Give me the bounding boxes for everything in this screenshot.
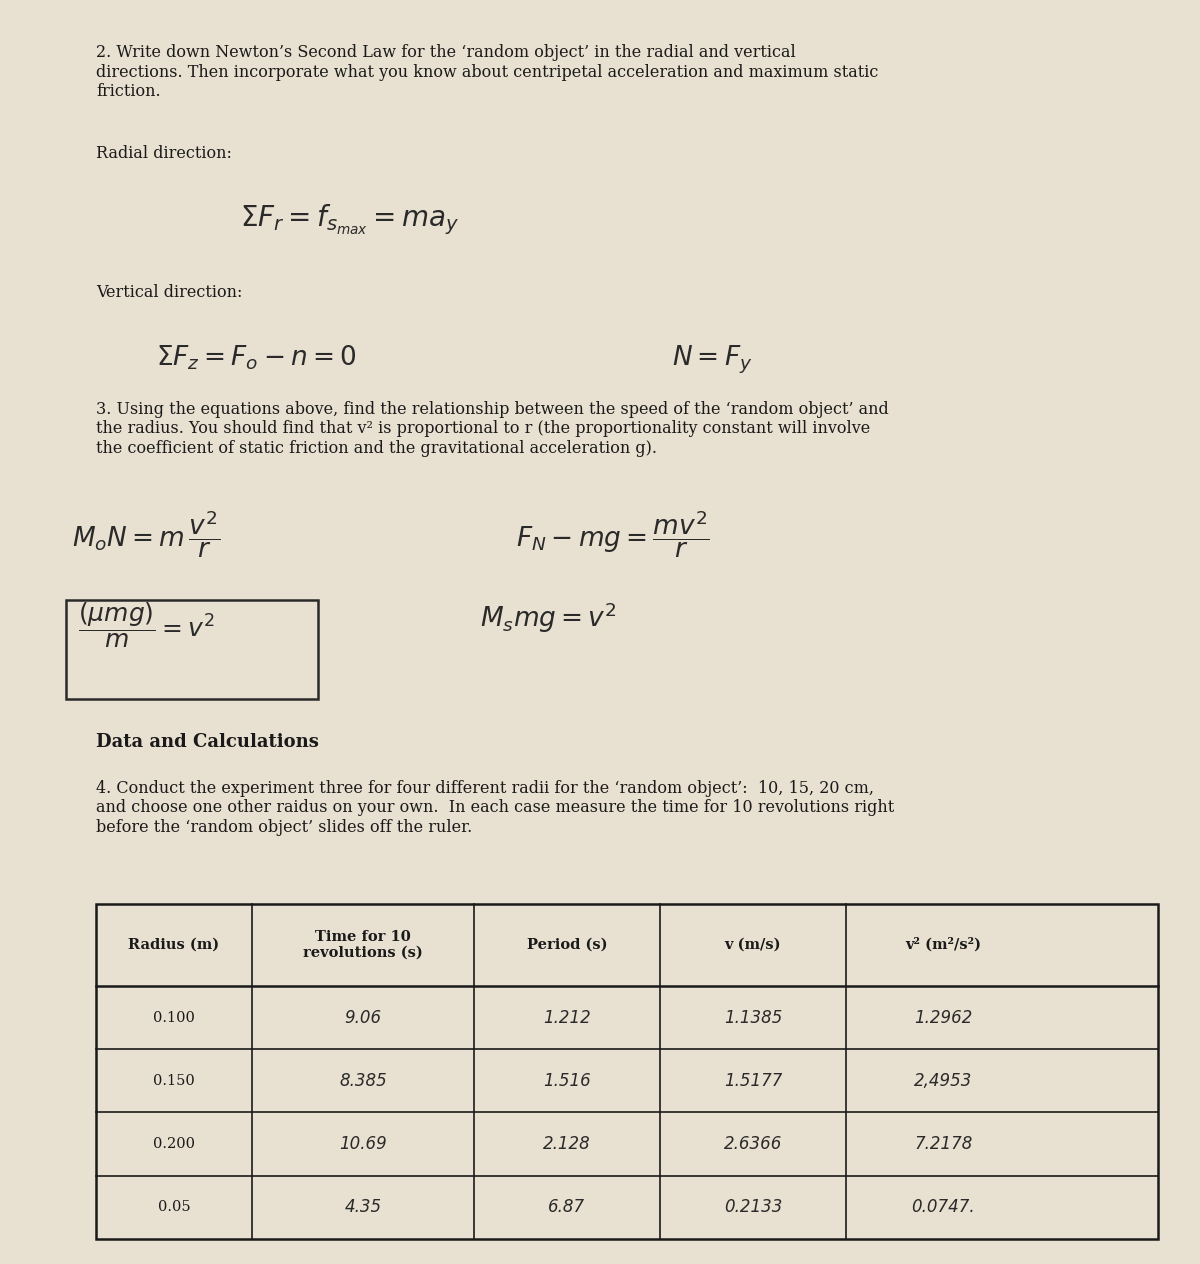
Text: 1.1385: 1.1385 xyxy=(724,1009,782,1026)
Text: $\dfrac{(\mu m g)}{m} = v^2$: $\dfrac{(\mu m g)}{m} = v^2$ xyxy=(78,600,215,650)
Text: Radius (m): Radius (m) xyxy=(128,938,220,952)
Text: Data and Calculations: Data and Calculations xyxy=(96,733,319,751)
Text: 2.128: 2.128 xyxy=(544,1135,590,1153)
Text: Period (s): Period (s) xyxy=(527,938,607,952)
Text: 0.200: 0.200 xyxy=(154,1136,196,1152)
Text: 1.5177: 1.5177 xyxy=(724,1072,782,1090)
Text: 8.385: 8.385 xyxy=(340,1072,386,1090)
Text: Vertical direction:: Vertical direction: xyxy=(96,284,242,301)
Text: 2,4953: 2,4953 xyxy=(914,1072,972,1090)
Text: 4.35: 4.35 xyxy=(344,1198,382,1216)
Text: $F_N - mg = \dfrac{mv^2}{r}$: $F_N - mg = \dfrac{mv^2}{r}$ xyxy=(516,508,710,560)
Text: v² (m²/s²): v² (m²/s²) xyxy=(905,938,982,952)
Text: Radial direction:: Radial direction: xyxy=(96,145,232,162)
Text: 2.6366: 2.6366 xyxy=(724,1135,782,1153)
Text: $\Sigma F_r = f_{s_{max}} = m a_y$: $\Sigma F_r = f_{s_{max}} = m a_y$ xyxy=(240,202,460,236)
Text: 0.0747.: 0.0747. xyxy=(911,1198,976,1216)
Text: 0.100: 0.100 xyxy=(154,1010,194,1025)
Text: 0.2133: 0.2133 xyxy=(724,1198,782,1216)
Text: 7.2178: 7.2178 xyxy=(914,1135,972,1153)
Text: 0.05: 0.05 xyxy=(157,1200,191,1215)
Text: $M_s mg = v^2$: $M_s mg = v^2$ xyxy=(480,600,617,635)
Text: $M_o N = m\,\dfrac{v^2}{r}$: $M_o N = m\,\dfrac{v^2}{r}$ xyxy=(72,508,221,560)
Text: 1.212: 1.212 xyxy=(544,1009,590,1026)
Text: Time for 10
revolutions (s): Time for 10 revolutions (s) xyxy=(304,930,422,959)
Text: 4. Conduct the experiment three for four different radii for the ‘random object’: 4. Conduct the experiment three for four… xyxy=(96,780,894,836)
Text: 1.516: 1.516 xyxy=(544,1072,590,1090)
Text: 2. Write down Newton’s Second Law for the ‘random object’ in the radial and vert: 2. Write down Newton’s Second Law for th… xyxy=(96,44,878,100)
Text: 10.69: 10.69 xyxy=(340,1135,386,1153)
Text: 0.150: 0.150 xyxy=(154,1073,194,1088)
Text: $N = F_y$: $N = F_y$ xyxy=(672,344,752,377)
Text: 3. Using the equations above, find the relationship between the speed of the ‘ra: 3. Using the equations above, find the r… xyxy=(96,401,889,456)
Text: 1.2962: 1.2962 xyxy=(914,1009,972,1026)
Text: v (m/s): v (m/s) xyxy=(725,938,781,952)
Text: 6.87: 6.87 xyxy=(548,1198,586,1216)
Text: 9.06: 9.06 xyxy=(344,1009,382,1026)
Text: $\Sigma F_z = F_o - n = 0$: $\Sigma F_z = F_o - n = 0$ xyxy=(156,344,356,373)
